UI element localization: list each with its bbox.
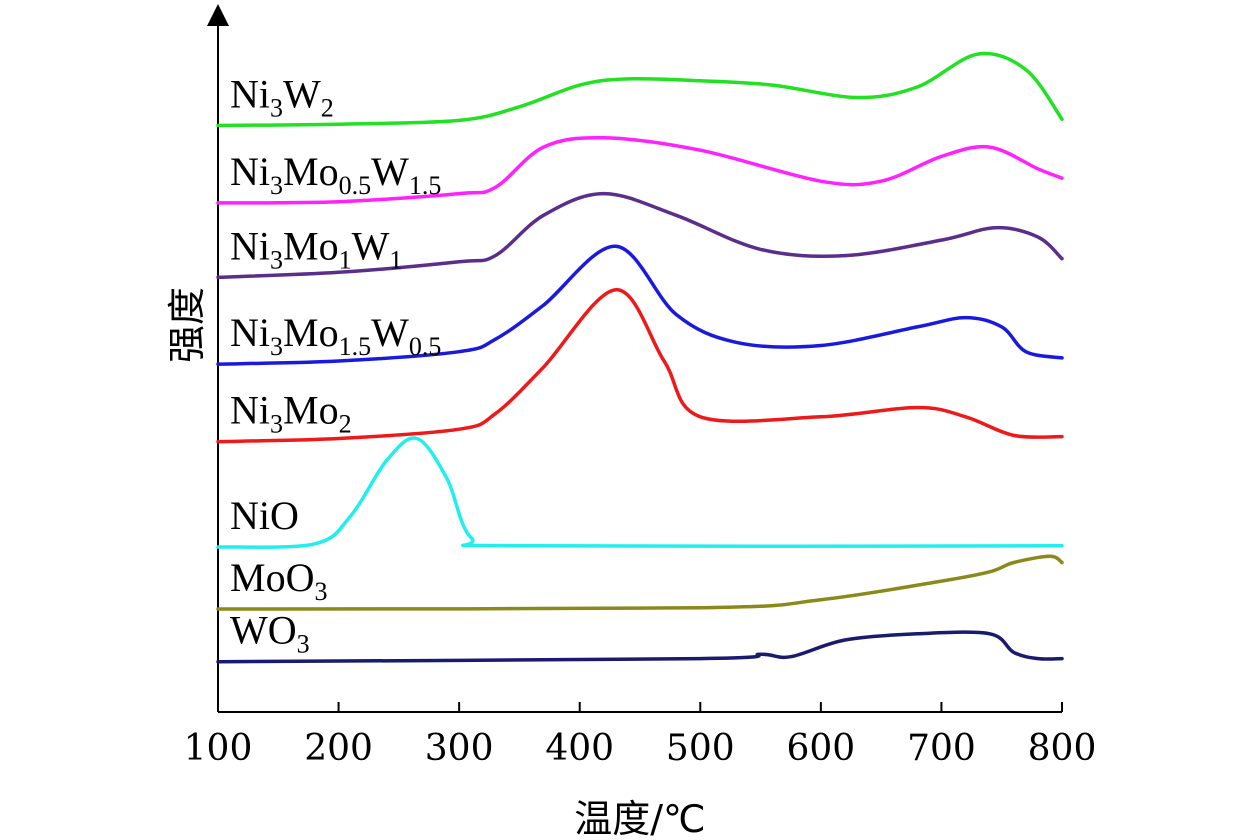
x-tick-label: 800 <box>1028 728 1097 769</box>
x-axis-label: 温度/℃ <box>574 797 705 840</box>
series-line-ni3mo0-5w1-5 <box>216 135 1064 205</box>
axes <box>207 4 1062 713</box>
series-line-ni3w2 <box>216 51 1064 128</box>
series-label: NiO <box>230 493 299 538</box>
series-lines <box>216 51 1064 664</box>
series-line-moo3 <box>216 554 1064 611</box>
x-tick-label: 200 <box>304 728 373 769</box>
x-ticks: 100 200 300 400 500 600 700 800 <box>184 702 1097 769</box>
series-label: Ni3Mo0.5W1.5 <box>230 149 441 200</box>
x-tick-label: 100 <box>184 728 253 769</box>
series-line-nio <box>216 436 1064 549</box>
series-label: Ni3Mo2 <box>230 388 352 439</box>
series-label: Ni3Mo1W1 <box>230 223 402 274</box>
series-label: Ni3Mo1.5W0.5 <box>230 310 441 361</box>
series-label: MoO3 <box>230 555 327 606</box>
series-line-wo3 <box>216 630 1064 664</box>
x-tick-label: 300 <box>425 728 494 769</box>
series-label: Ni3W2 <box>230 71 334 122</box>
x-tick-label: 700 <box>907 728 976 769</box>
series-line-ni3mo1w1 <box>216 191 1064 280</box>
y-axis-arrow <box>207 4 229 26</box>
x-tick-label: 500 <box>666 728 735 769</box>
series-line-ni3mo2 <box>216 287 1064 444</box>
series-line-ni3mo1-5w0-5 <box>216 244 1064 366</box>
x-tick-label: 600 <box>786 728 855 769</box>
x-tick-label: 400 <box>545 728 614 769</box>
series-label: WO3 <box>230 608 310 659</box>
series-labels: Ni3W2 Ni3Mo0.5W1.5 Ni3Mo1W1 Ni3Mo1.5W0.5 Ni3… <box>230 71 441 658</box>
y-axis-label: 强度 <box>165 287 209 363</box>
